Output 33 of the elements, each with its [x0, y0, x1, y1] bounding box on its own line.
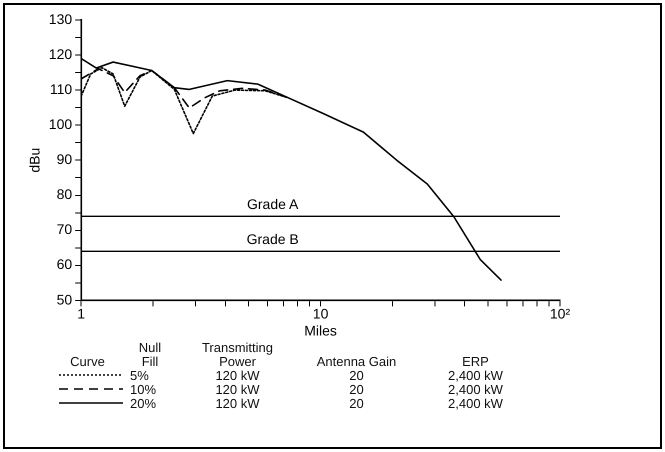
- text: 2,400 kW: [447, 382, 504, 397]
- y-tick-label: 60: [56, 256, 72, 272]
- text: 2,400 kW: [447, 396, 504, 411]
- y-tick-label: 50: [56, 291, 72, 308]
- legend-label: 20%: [130, 396, 158, 411]
- text: 20: [348, 368, 365, 383]
- y-tick-label: 70: [56, 221, 72, 238]
- legend-label: 5%: [130, 368, 150, 383]
- text: Transmitting Power: [200, 340, 274, 369]
- ref-line-label: Grade B: [246, 231, 299, 248]
- text: 120 kW: [214, 382, 261, 397]
- x-axis-title: Miles: [304, 322, 337, 338]
- text: ERP: [461, 353, 490, 369]
- text: Null Fill: [138, 340, 162, 369]
- text: 20: [348, 382, 365, 397]
- x-tick-label: 1: [77, 306, 86, 322]
- y-tick-label: 120: [48, 46, 72, 62]
- ref-line-label: Grade A: [247, 196, 300, 212]
- y-tick-label: 130: [48, 10, 72, 27]
- x-tick-label: 10²: [550, 306, 570, 322]
- y-tick-label: 100: [48, 116, 72, 132]
- text: 120 kW: [214, 396, 261, 411]
- y-tick-label: 110: [50, 80, 72, 97]
- x-tick-label: 10: [312, 306, 329, 322]
- legend-label: 10%: [130, 382, 158, 397]
- y-tick-label: 90: [56, 151, 72, 168]
- text: 2,400 kW: [447, 368, 504, 383]
- text: 20: [348, 396, 365, 411]
- y-tick-label: 80: [56, 186, 72, 202]
- text: Antenna Gain: [316, 353, 398, 369]
- text: 120 kW: [214, 368, 261, 383]
- y-axis-title: dBu: [26, 148, 42, 173]
- legend-title: Curve: [69, 353, 106, 369]
